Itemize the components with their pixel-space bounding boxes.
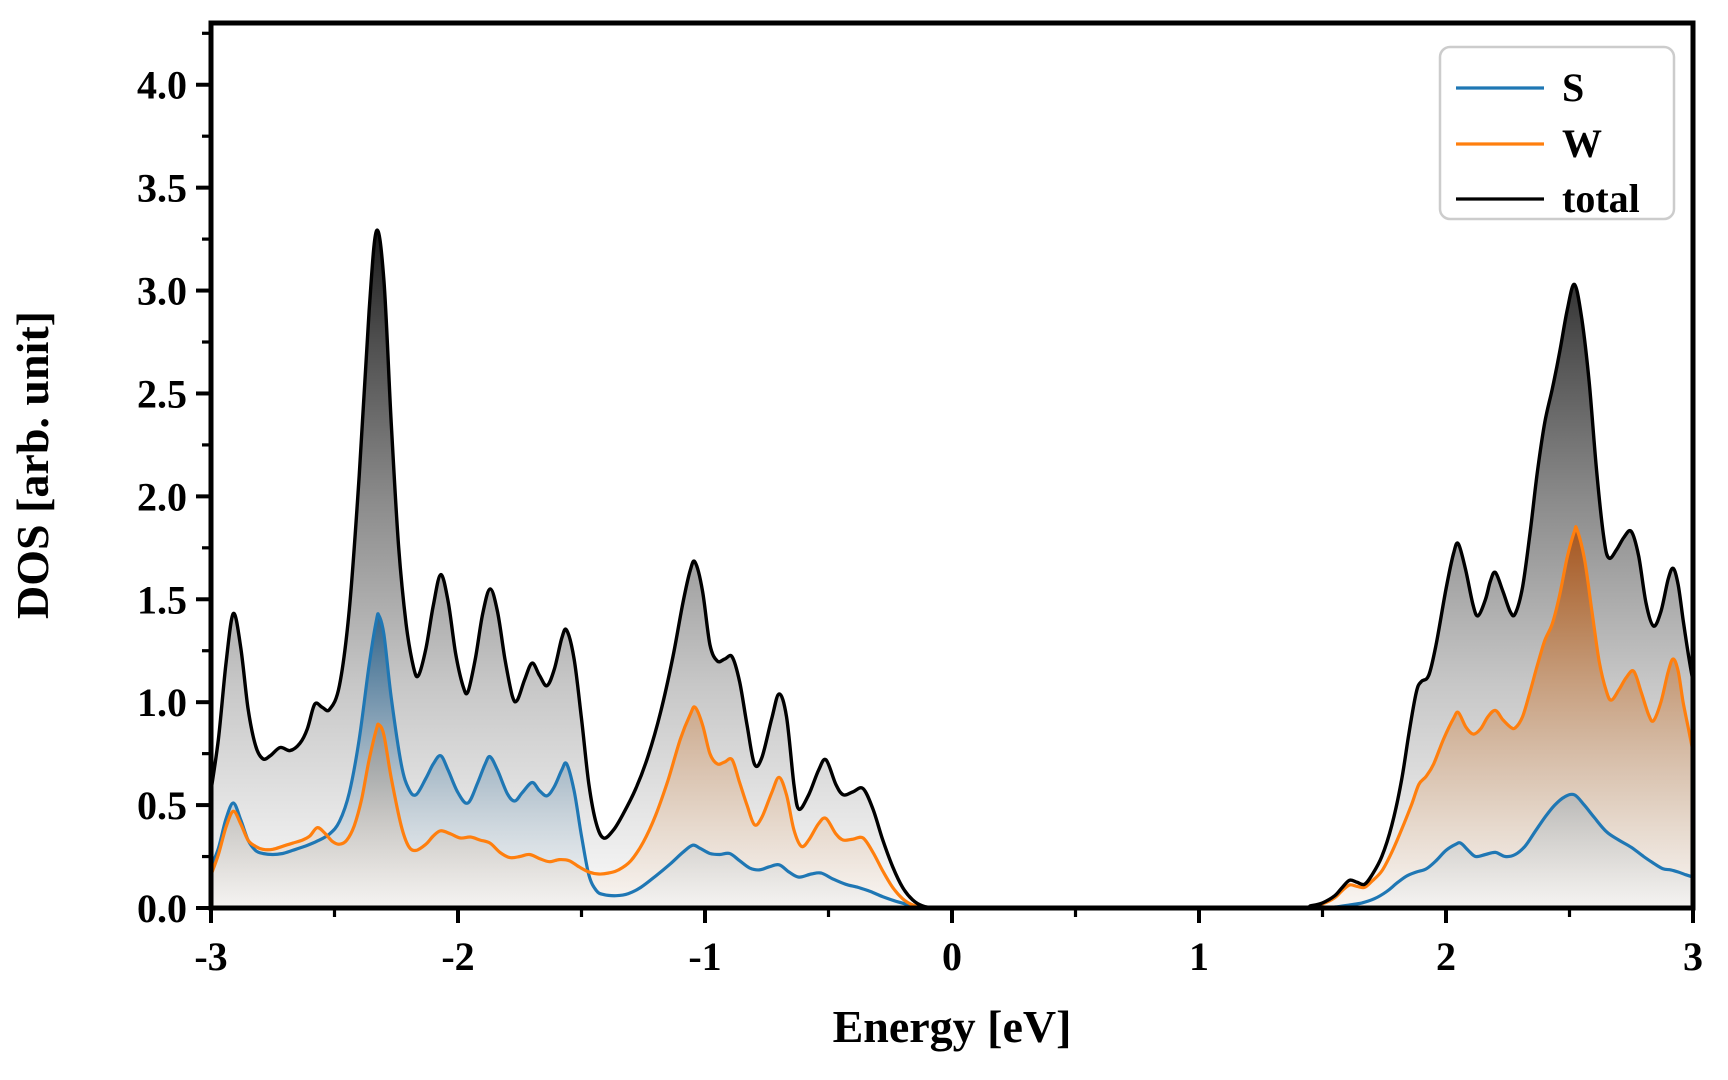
tick-labels: -3 -2 -1 0 1 2 3 0.0 0.5 1.0 1.5 2.0 2.5 3.0 3.5 4.0 (137, 63, 1703, 979)
y-tick-label: 2.5 (137, 371, 187, 416)
x-tick-label: -3 (194, 934, 227, 979)
y-tick-label: 4.0 (137, 63, 187, 108)
x-tick-label: 0 (942, 934, 962, 979)
series-s-line (211, 612, 1693, 908)
y-tick-label: 3.0 (137, 269, 187, 314)
y-tick-label: 2.0 (137, 474, 187, 519)
y-tick-label: 0.5 (137, 783, 187, 828)
legend: S W total (1438, 45, 1676, 221)
y-axis-label: DOS [arb. unit] (7, 311, 58, 619)
series-w-line (211, 525, 1693, 908)
x-tick-label: -1 (688, 934, 721, 979)
series-s-fill (211, 613, 1693, 908)
series-lines (211, 228, 1693, 908)
legend-label-w: W (1562, 121, 1602, 166)
y-tick-label: 3.5 (137, 166, 187, 211)
y-tick-label: 1.5 (137, 577, 187, 622)
x-tick-label: -2 (441, 934, 474, 979)
legend-label-s: S (1562, 65, 1584, 110)
x-tick-label: 1 (1189, 934, 1209, 979)
y-tick-label: 1.0 (137, 680, 187, 725)
x-tick-label: 3 (1683, 934, 1703, 979)
y-tick-label: 0.0 (137, 886, 187, 931)
x-tick-label: 2 (1436, 934, 1456, 979)
legend-label-total: total (1562, 176, 1640, 221)
area-fills (211, 230, 1693, 908)
x-axis-label: Energy [eV] (833, 1001, 1072, 1052)
plot-frame (208, 20, 1696, 911)
series-total-fill (211, 230, 1693, 908)
series-total-line (211, 228, 1693, 908)
legend-box (1438, 45, 1676, 221)
